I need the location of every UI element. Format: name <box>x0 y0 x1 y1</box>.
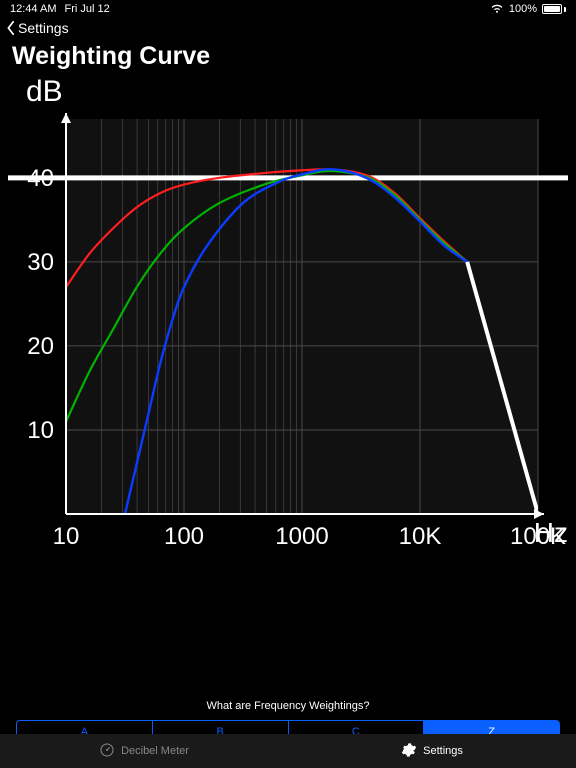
status-date: Fri Jul 12 <box>64 3 109 15</box>
x-axis-label: Hz <box>534 517 568 549</box>
tab-decibel-meter[interactable]: Decibel Meter <box>0 734 288 768</box>
tab-label: Settings <box>423 745 463 757</box>
help-link-label: What are Frequency Weightings? <box>206 700 369 712</box>
svg-text:100: 100 <box>164 523 204 550</box>
gauge-icon <box>99 742 115 761</box>
tab-bar: Decibel Meter Settings <box>0 734 576 768</box>
svg-text:20: 20 <box>27 333 54 360</box>
tab-label: Decibel Meter <box>121 745 189 757</box>
status-bar: 12:44 AM Fri Jul 12 100% <box>0 0 576 18</box>
page-title: Weighting Curve <box>0 38 576 71</box>
y-axis-label: dB <box>26 75 63 109</box>
chevron-left-icon <box>6 21 16 35</box>
back-button[interactable]: Settings <box>0 18 576 38</box>
battery-icon <box>542 4 566 14</box>
weighting-chart: dB 1020304010100100010K100K Hz <box>8 75 568 555</box>
svg-text:10: 10 <box>27 417 54 444</box>
tab-settings[interactable]: Settings <box>288 734 576 768</box>
svg-text:30: 30 <box>27 249 54 276</box>
svg-text:1000: 1000 <box>275 523 328 550</box>
wifi-icon <box>490 4 504 14</box>
gear-icon <box>401 742 417 761</box>
svg-text:10K: 10K <box>399 523 442 550</box>
svg-text:10: 10 <box>53 523 80 550</box>
battery-pct: 100% <box>509 3 537 15</box>
back-label: Settings <box>18 20 69 36</box>
status-time: 12:44 AM <box>10 3 56 15</box>
help-link[interactable]: What are Frequency Weightings? <box>0 700 576 712</box>
